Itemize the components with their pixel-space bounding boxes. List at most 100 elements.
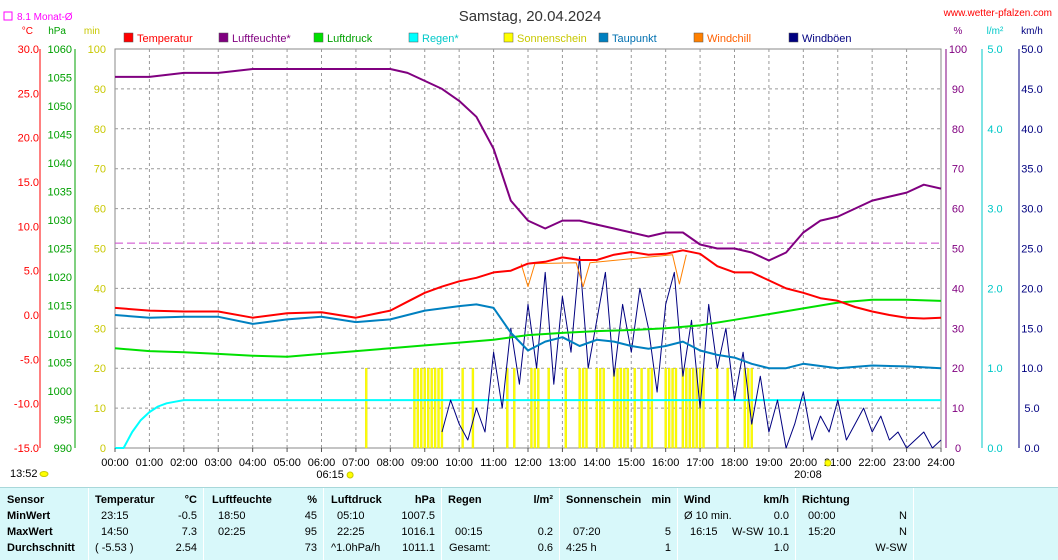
pressure-avg-value: 1011.1 <box>402 542 435 554</box>
legend-swatch <box>788 32 799 43</box>
x-tick-label: 09:00 <box>411 457 439 469</box>
y-tick-label: 50 <box>952 244 964 256</box>
sunshine-max-time: 07:20 <box>573 526 601 538</box>
y-tick-label: 10 <box>952 403 964 415</box>
x-tick-label: 12:00 <box>514 457 542 469</box>
now-sun-icon <box>39 471 49 477</box>
row-label-avg: Durchschnitt <box>7 542 75 554</box>
sunshine-bar <box>599 368 602 449</box>
y-tick-label: 100 <box>949 44 967 56</box>
y-tick-label: 1045 <box>48 130 72 142</box>
sunshine-total: 4:25 h <box>566 542 597 554</box>
y-tick-label: 1005 <box>48 358 72 370</box>
y-tick-label: 30.0 <box>1021 204 1042 216</box>
y-tick-label: 25.0 <box>18 88 39 100</box>
rain-total-label: Gesamt: <box>449 542 491 554</box>
x-tick-label: 05:00 <box>273 457 301 469</box>
sunshine-bar <box>585 368 588 449</box>
sunshine-bar <box>440 368 444 449</box>
legend-swatch <box>408 32 419 43</box>
direction-max-value: N <box>899 526 907 538</box>
sunrise-sun-icon <box>346 471 354 479</box>
y-tick-label: 0 <box>955 443 961 455</box>
y-tick-label: 35.0 <box>1021 164 1042 176</box>
x-tick-label: 20:00 <box>790 457 818 469</box>
sunshine-bar <box>602 368 605 449</box>
series <box>114 68 942 449</box>
pressure-max-time: 22:25 <box>337 526 365 538</box>
rain-header: Regen <box>448 494 482 506</box>
y-tick-label: 20.0 <box>18 133 39 145</box>
y-tick-label: 1010 <box>48 329 72 341</box>
y-tick-label: 1035 <box>48 187 72 199</box>
y-tick-label: 1050 <box>48 101 72 113</box>
y-tick-label: 70 <box>94 164 106 176</box>
direction-max-time: 15:20 <box>808 526 836 538</box>
x-tick-label: 07:00 <box>342 457 370 469</box>
monthly-avg-swatch <box>3 11 13 21</box>
y-tick-label: 1000 <box>48 386 72 398</box>
plot-grid <box>114 48 942 449</box>
y-axis-unit: % <box>954 26 963 37</box>
x-axis: 00:00 01:00 02:00 03:00 04:00 05:00 06:00 07:00… <box>10 448 955 481</box>
row-label-sensor: Sensor <box>7 494 45 506</box>
sunshine-bar <box>420 368 423 449</box>
y-tick-label: 1030 <box>48 215 72 227</box>
y-tick-label: 60 <box>94 204 106 216</box>
x-tick-label: 04:00 <box>239 457 267 469</box>
row-label-max: MaxWert <box>7 526 53 538</box>
x-tick-label: 14:00 <box>583 457 611 469</box>
legend-swatch <box>598 32 609 43</box>
summary-table: Sensor MinWert MaxWert Durchschnitt Temp… <box>0 487 1058 560</box>
sunshine-bar <box>506 368 509 449</box>
x-tick-label: 24:00 <box>927 457 955 469</box>
series-line-regen <box>115 399 941 449</box>
legend-label: Sonnenschein <box>517 33 587 45</box>
now-time-label: 13:52 <box>10 468 38 480</box>
weather-chart: Samstag, 20.04.2024 www.wetter-pfalzen.c… <box>3 8 1052 481</box>
wind-avg-value: 1.0 <box>773 542 789 554</box>
direction-min-value: N <box>899 510 907 522</box>
y-tick-label: 1055 <box>48 73 72 85</box>
legend-swatch <box>503 32 514 43</box>
sunshine-bar <box>530 368 533 449</box>
sunshine-bar <box>681 368 685 449</box>
y-tick-label: 90 <box>94 84 106 96</box>
sunshine-bar <box>513 368 516 449</box>
sunshine-bar <box>688 368 691 449</box>
y-tick-label: 1040 <box>48 158 72 170</box>
y-tick-label: 45.0 <box>1021 84 1042 96</box>
humidity-min-time: 18:50 <box>218 510 246 522</box>
x-tick-label: 10:00 <box>445 457 473 469</box>
sunshine-max-value: 5 <box>664 526 671 538</box>
sunshine-bar <box>726 368 729 449</box>
series-line-windböen <box>441 256 942 449</box>
source-link[interactable]: www.wetter-pfalzen.com <box>943 8 1052 19</box>
axes: 30.0 25.0 20.0 15.0 10.0 5.0 0.0 -5.0 -10.0 -15.0… <box>14 26 1043 455</box>
y-tick-label: 20 <box>94 363 106 375</box>
y-tick-label: 1.0 <box>987 363 1002 375</box>
legend-swatch <box>123 32 134 43</box>
y-tick-label: 2.0 <box>987 283 1002 295</box>
x-tick-label: 18:00 <box>721 457 749 469</box>
sunshine-bar <box>430 368 433 449</box>
temperature-max-time: 14:50 <box>101 526 129 538</box>
y-tick-label: 10.0 <box>18 221 39 233</box>
sunshine-bar <box>747 368 750 449</box>
series-line-temperatur <box>114 249 942 320</box>
sunshine-bar <box>471 368 475 449</box>
y-tick-label: 20 <box>952 363 964 375</box>
sunshine-bar <box>685 368 688 449</box>
pressure-unit: hPa <box>414 494 435 506</box>
y-tick-label: 0.0 <box>1024 443 1039 455</box>
y-axis-unit: hPa <box>48 26 66 37</box>
sunshine-bar <box>667 368 671 449</box>
x-tick-label: 19:00 <box>755 457 783 469</box>
y-tick-label: 50.0 <box>1021 44 1042 56</box>
sunshine-bar <box>437 368 440 449</box>
legend-swatch <box>693 32 704 43</box>
x-tick-label: 17:00 <box>686 457 714 469</box>
x-tick-label: 02:00 <box>170 457 198 469</box>
x-tick-label: 22:00 <box>858 457 886 469</box>
legend: Temperatur Luftfeuchte* Luftdruck Regen* Son… <box>123 32 852 45</box>
